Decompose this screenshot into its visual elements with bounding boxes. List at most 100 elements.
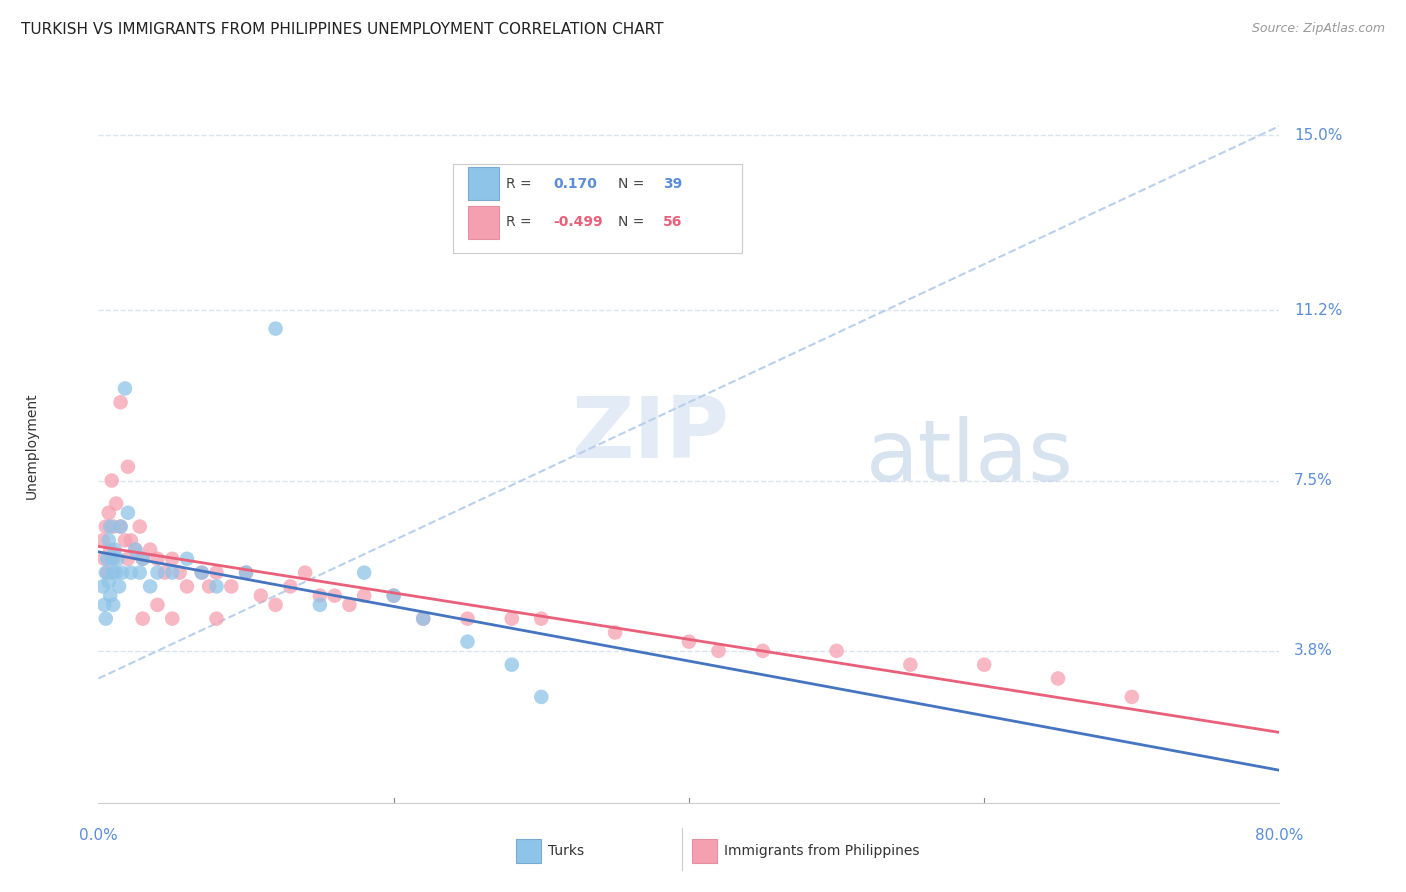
Point bbox=[323, 589, 346, 603]
Text: N =: N = bbox=[619, 177, 644, 191]
Point bbox=[124, 542, 146, 557]
Point bbox=[412, 612, 434, 626]
Text: TURKISH VS IMMIGRANTS FROM PHILIPPINES UNEMPLOYMENT CORRELATION CHART: TURKISH VS IMMIGRANTS FROM PHILIPPINES U… bbox=[21, 22, 664, 37]
Point bbox=[412, 612, 434, 626]
Point bbox=[309, 589, 332, 603]
Point bbox=[98, 542, 121, 557]
Point bbox=[456, 612, 478, 626]
Point bbox=[250, 589, 273, 603]
Point bbox=[191, 566, 214, 580]
Point bbox=[120, 533, 142, 548]
Point bbox=[103, 566, 125, 580]
Text: Source: ZipAtlas.com: Source: ZipAtlas.com bbox=[1251, 22, 1385, 36]
Text: Unemployment: Unemployment bbox=[25, 392, 39, 500]
Point bbox=[456, 634, 478, 648]
Text: 15.0%: 15.0% bbox=[1294, 128, 1343, 143]
Point bbox=[382, 589, 405, 603]
Point bbox=[162, 551, 183, 566]
Point bbox=[530, 612, 553, 626]
Point bbox=[114, 533, 136, 548]
Point bbox=[105, 497, 128, 511]
Text: 39: 39 bbox=[664, 177, 682, 191]
Point bbox=[128, 519, 150, 533]
Point bbox=[198, 579, 221, 593]
Point bbox=[93, 551, 115, 566]
Text: 0.170: 0.170 bbox=[553, 177, 598, 191]
Point bbox=[103, 519, 125, 533]
Point bbox=[96, 566, 118, 580]
Text: 56: 56 bbox=[664, 216, 682, 229]
Point bbox=[900, 657, 922, 672]
Point bbox=[146, 598, 169, 612]
Point bbox=[132, 551, 155, 566]
Text: -0.499: -0.499 bbox=[553, 216, 603, 229]
Point bbox=[108, 579, 131, 593]
Point bbox=[205, 566, 228, 580]
Point bbox=[973, 657, 995, 672]
Point bbox=[94, 566, 117, 580]
Point bbox=[205, 612, 228, 626]
Point bbox=[120, 566, 142, 580]
Point bbox=[278, 579, 302, 593]
Text: 11.2%: 11.2% bbox=[1294, 302, 1343, 318]
Point bbox=[117, 459, 139, 474]
Point bbox=[382, 589, 405, 603]
Point bbox=[117, 551, 139, 566]
Text: Immigrants from Philippines: Immigrants from Philippines bbox=[724, 844, 920, 858]
Point bbox=[132, 612, 155, 626]
Text: 80.0%: 80.0% bbox=[1256, 828, 1303, 843]
Text: atlas: atlas bbox=[866, 416, 1074, 499]
Point bbox=[100, 551, 122, 566]
Point bbox=[337, 598, 360, 612]
Text: Turks: Turks bbox=[548, 844, 585, 858]
Point bbox=[235, 566, 257, 580]
Point bbox=[139, 542, 162, 557]
Point bbox=[97, 574, 120, 589]
Point bbox=[751, 644, 773, 658]
Point bbox=[97, 506, 120, 520]
FancyBboxPatch shape bbox=[468, 168, 499, 201]
Point bbox=[235, 566, 257, 580]
Point bbox=[176, 551, 198, 566]
Point bbox=[132, 551, 155, 566]
Point bbox=[205, 579, 228, 593]
Point bbox=[162, 566, 183, 580]
Text: 3.8%: 3.8% bbox=[1294, 643, 1333, 658]
Point bbox=[825, 644, 848, 658]
Point bbox=[128, 566, 150, 580]
Point bbox=[353, 589, 375, 603]
Point bbox=[139, 579, 162, 593]
Point bbox=[105, 566, 128, 580]
Point bbox=[100, 474, 122, 488]
Point bbox=[146, 566, 169, 580]
Point bbox=[678, 634, 700, 648]
Point bbox=[309, 598, 332, 612]
Point bbox=[104, 542, 127, 557]
Point bbox=[94, 612, 117, 626]
Point bbox=[114, 381, 136, 395]
Point bbox=[605, 625, 627, 640]
Point bbox=[103, 551, 125, 566]
Point bbox=[110, 395, 132, 409]
Point bbox=[264, 321, 287, 335]
Point bbox=[707, 644, 730, 658]
Point bbox=[124, 542, 146, 557]
Point bbox=[110, 519, 132, 533]
Text: R =: R = bbox=[506, 216, 531, 229]
Point bbox=[153, 566, 176, 580]
Point bbox=[117, 506, 139, 520]
Text: R =: R = bbox=[506, 177, 531, 191]
Point bbox=[501, 657, 523, 672]
Point bbox=[107, 551, 129, 566]
Point bbox=[1121, 690, 1143, 704]
Text: ZIP: ZIP bbox=[571, 393, 728, 476]
FancyBboxPatch shape bbox=[468, 206, 499, 239]
Point bbox=[96, 551, 118, 566]
Point bbox=[169, 566, 191, 580]
Point bbox=[103, 598, 125, 612]
Point bbox=[176, 579, 198, 593]
Point bbox=[93, 598, 115, 612]
Point bbox=[98, 589, 121, 603]
Text: 0.0%: 0.0% bbox=[79, 828, 118, 843]
Point bbox=[91, 579, 114, 593]
